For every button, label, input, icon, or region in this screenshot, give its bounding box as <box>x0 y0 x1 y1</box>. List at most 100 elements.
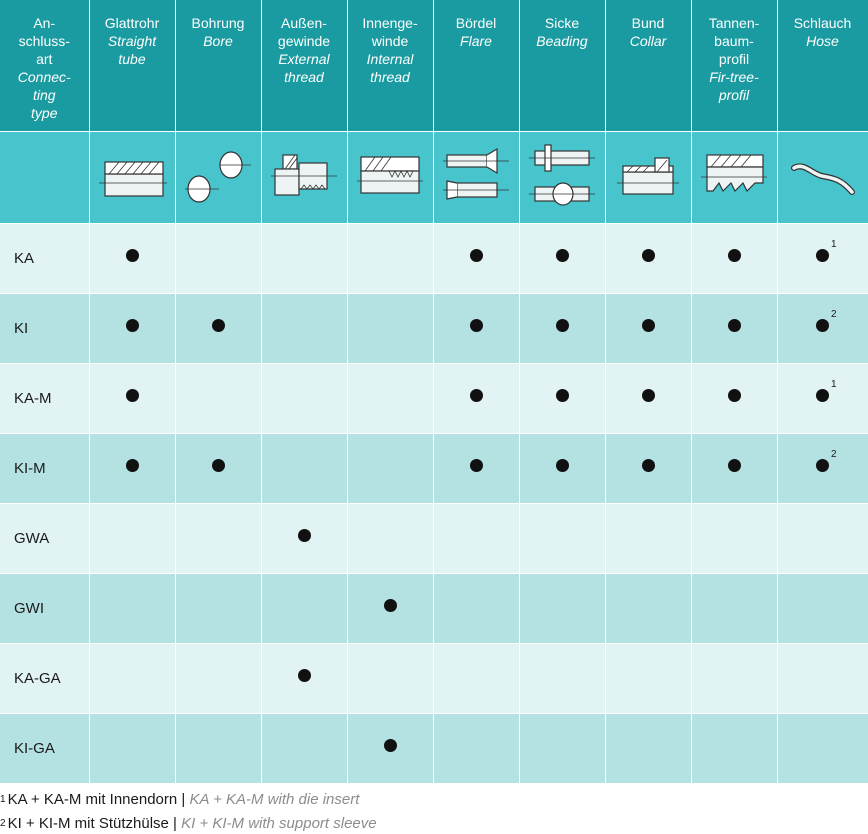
table-cell <box>605 223 692 294</box>
table-cell <box>433 223 520 294</box>
connection-type-label: KA <box>0 223 90 294</box>
connection-type-label: KI-M <box>0 433 90 504</box>
table-cell <box>433 293 520 364</box>
availability-dot <box>383 599 397 612</box>
table-cell <box>433 573 520 644</box>
connection-type-table: An- schluss- art Connec- ting type Glattr… <box>0 0 868 784</box>
table-cell <box>347 293 434 364</box>
table-cell <box>519 293 606 364</box>
table-cell: 1 <box>777 223 868 294</box>
availability-dot <box>125 249 139 262</box>
table-cell <box>89 643 176 714</box>
table-cell <box>691 643 778 714</box>
table-cell <box>605 503 692 574</box>
table-cell <box>89 293 176 364</box>
table-cell <box>347 503 434 574</box>
table-cell <box>691 223 778 294</box>
table-row: GWI <box>0 573 868 644</box>
table-row: KA-M 1 <box>0 363 868 434</box>
table-cell <box>347 363 434 434</box>
table-cell <box>433 433 520 504</box>
header-collar: Bund Collar <box>605 0 692 132</box>
hose-drawing-icon <box>777 131 868 224</box>
table-cell <box>691 503 778 574</box>
table-cell <box>261 363 348 434</box>
table-cell <box>777 713 868 784</box>
availability-dot: 1 <box>816 240 837 262</box>
table-cell <box>89 503 176 574</box>
availability-dot <box>641 389 655 402</box>
availability-dot <box>125 459 139 472</box>
table-cell <box>605 433 692 504</box>
external-thread-drawing-icon <box>261 131 348 224</box>
table-cell <box>261 573 348 644</box>
connection-type-label: KI <box>0 293 90 364</box>
table-cell <box>605 293 692 364</box>
table-cell <box>691 433 778 504</box>
table-cell <box>519 503 606 574</box>
table-cell <box>433 713 520 784</box>
table-cell <box>175 573 262 644</box>
availability-dot: 2 <box>816 450 837 472</box>
table-cell <box>605 713 692 784</box>
footnote-marker: 1 <box>831 379 837 390</box>
table-cell <box>175 293 262 364</box>
table-cell <box>433 363 520 434</box>
table-cell <box>519 433 606 504</box>
availability-dot <box>469 459 483 472</box>
table-row: KA-GA <box>0 643 868 714</box>
table-cell <box>691 363 778 434</box>
availability-dot <box>727 319 741 332</box>
footnote-1: 1 KA + KA-M mit Innendorn | KA + KA-M wit… <box>0 791 360 808</box>
table-cell <box>519 573 606 644</box>
availability-dot: 2 <box>816 310 837 332</box>
table-cell <box>175 713 262 784</box>
table-cell <box>519 713 606 784</box>
table-cell <box>89 223 176 294</box>
table-cell <box>605 643 692 714</box>
availability-dot <box>641 249 655 262</box>
table-cell: 2 <box>777 293 868 364</box>
straight-tube-drawing-icon <box>89 131 176 224</box>
availability-dot <box>469 319 483 332</box>
footnote-2: 2 KI + KI-M mit Stützhülse | KI + KI-M wi… <box>0 815 377 832</box>
bore-drawing-icon <box>175 131 262 224</box>
header-hose: Schlauch Hose <box>777 0 868 132</box>
availability-dot <box>727 459 741 472</box>
table-cell <box>433 643 520 714</box>
header-beading: Sicke Beading <box>519 0 606 132</box>
availability-dot <box>297 669 311 682</box>
availability-dot <box>469 249 483 262</box>
table-cell <box>605 573 692 644</box>
table-cell <box>261 643 348 714</box>
table-cell <box>605 363 692 434</box>
table-cell <box>261 713 348 784</box>
table-cell <box>89 433 176 504</box>
availability-dot <box>555 389 569 402</box>
availability-dot <box>555 319 569 332</box>
table-cell <box>175 643 262 714</box>
table-cell <box>89 573 176 644</box>
table-cell <box>347 573 434 644</box>
table-cell <box>691 713 778 784</box>
header-bore: Bohrung Bore <box>175 0 262 132</box>
availability-dot <box>125 319 139 332</box>
availability-dot: 1 <box>816 380 837 402</box>
availability-dot <box>727 249 741 262</box>
availability-dot <box>297 529 311 542</box>
fir-tree-profile-drawing-icon <box>691 131 778 224</box>
table-cell <box>175 363 262 434</box>
table-cell <box>347 223 434 294</box>
table-cell <box>519 223 606 294</box>
header-internal-thread: Innenge- winde Internal thread <box>347 0 434 132</box>
table-cell <box>89 363 176 434</box>
availability-dot <box>555 459 569 472</box>
flare-drawing-icon <box>433 131 520 224</box>
table-row: KA 1 <box>0 223 868 294</box>
table-cell <box>347 433 434 504</box>
table-cell: 2 <box>777 433 868 504</box>
table-cell <box>261 293 348 364</box>
table-cell <box>261 503 348 574</box>
availability-dot <box>211 459 225 472</box>
table-cell <box>261 223 348 294</box>
